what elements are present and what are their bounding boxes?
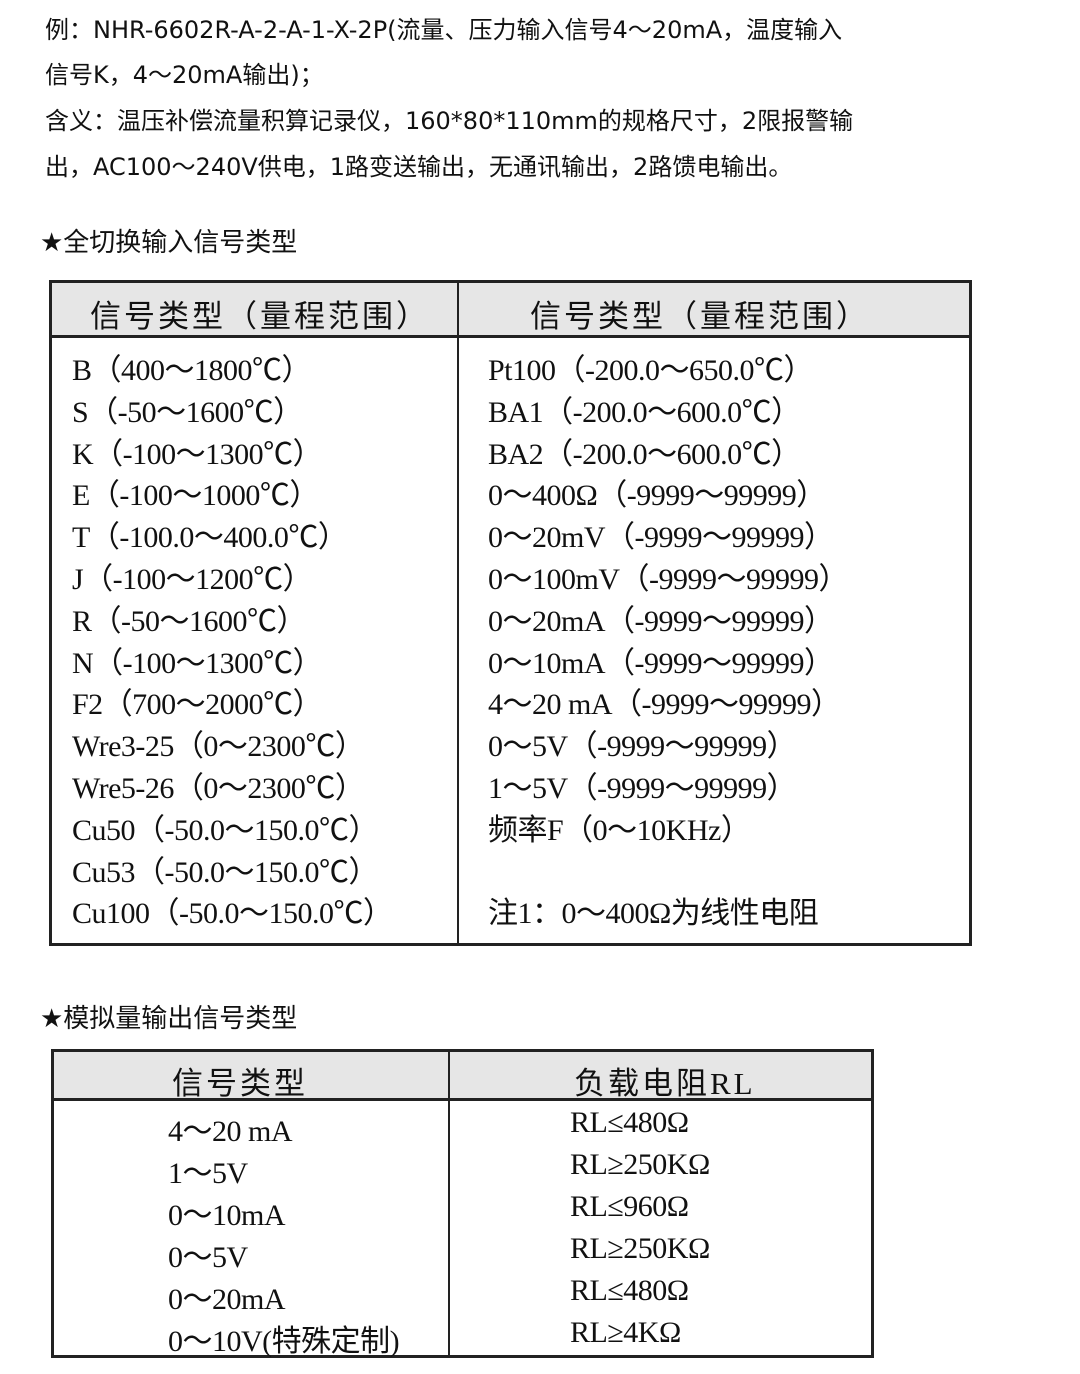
table-cell: 0～10mA（-9999～99999） xyxy=(488,646,834,680)
table-cell: K（-100～1300℃） xyxy=(72,437,323,471)
header-cell: 负载电阻RL xyxy=(574,1066,756,1101)
table-cell: T（-100.0～400.0℃） xyxy=(72,521,348,555)
table-cell: Wre5-26（0～2300℃） xyxy=(72,772,365,805)
header-cell: 信号类型（量程范围） xyxy=(530,299,870,334)
table-cell: 0～400Ω（-9999～99999） xyxy=(488,479,826,513)
intro-line: 信号K，4～20mA输出)； xyxy=(45,61,324,89)
table-cell: N（-100～1300℃） xyxy=(72,646,323,680)
table-cell: BA2（-200.0～600.0℃） xyxy=(488,437,801,471)
table-cell: Cu53（-50.0～150.0℃） xyxy=(72,855,379,889)
table-cell: 0～100mV（-9999～99999） xyxy=(488,563,849,596)
table-cell: RL≥250KΩ xyxy=(570,1148,710,1181)
table-cell: Cu100（-50.0～150.0℃） xyxy=(72,897,393,931)
table-cell: 4～20 mA xyxy=(168,1115,293,1148)
table-cell: RL≥4KΩ xyxy=(570,1316,681,1349)
table-cell: 0～5V（-9999～99999） xyxy=(488,730,797,764)
header-cell: 信号类型（量程范围） xyxy=(90,299,430,334)
table-header xyxy=(52,283,969,338)
table-cell: 1～5V xyxy=(168,1157,248,1190)
table-cell: 0～20mV（-9999～99999） xyxy=(488,521,834,555)
table-cell: Pt100（-200.0～650.0℃） xyxy=(488,354,814,387)
table-cell: 0～10mA xyxy=(168,1199,286,1232)
table-cell: 1～5V（-9999～99999） xyxy=(488,772,797,805)
table-cell: F2（700～2000℃） xyxy=(72,688,323,722)
table-cell: 0～20mA xyxy=(168,1283,286,1316)
intro-line: 出，AC100～240V供电，1路变送输出，无通讯输出，2路馈电输出。 xyxy=(45,153,793,181)
intro-line: 例：NHR-6602R-A-2-A-1-X-2P(流量、压力输入信号4～20mA… xyxy=(45,16,843,44)
table-cell: 0～20mA（-9999～99999） xyxy=(488,604,834,638)
table-cell: RL≥250KΩ xyxy=(570,1232,710,1265)
column-divider xyxy=(448,1052,450,1355)
output-signal-table: 信号类型 负载电阻RL 4～20 mA RL≤480Ω 1～5V RL≥250KΩ 0～… xyxy=(51,1049,874,1358)
table-cell: B（400～1800℃） xyxy=(72,354,312,387)
section-title: ★全切换输入信号类型 xyxy=(40,228,298,258)
table-cell: R（-50～1600℃） xyxy=(72,604,307,638)
table-cell: Wre3-25（0～2300℃） xyxy=(72,730,365,764)
intro-line: 含义：温压补偿流量积算记录仪，160*80*110mm的规格尺寸，2限报警输 xyxy=(45,107,854,135)
table-cell: Cu50（-50.0～150.0℃） xyxy=(72,813,379,847)
table-cell: S（-50～1600℃） xyxy=(72,395,303,429)
table-cell: 频率F（0～10KHz） xyxy=(488,813,751,847)
table-cell: J（-100～1200℃） xyxy=(72,563,313,596)
table-cell: 注1：0～400Ω为线性电阻 xyxy=(488,897,819,931)
table-header xyxy=(54,1052,871,1101)
column-divider xyxy=(457,283,459,943)
table-cell: 0～10V(特殊定制) xyxy=(168,1325,400,1358)
section-title: ★模拟量输出信号类型 xyxy=(40,1004,298,1034)
input-signal-table: 信号类型（量程范围） 信号类型（量程范围） B（400～1800℃） Pt100（… xyxy=(49,280,972,946)
table-cell: BA1（-200.0～600.0℃） xyxy=(488,395,801,429)
table-cell: 0～5V xyxy=(168,1241,248,1274)
table-cell: 4～20 mA（-9999～99999） xyxy=(488,688,841,722)
table-cell: RL≤480Ω xyxy=(570,1106,689,1139)
table-cell: RL≤960Ω xyxy=(570,1190,689,1223)
header-cell: 信号类型 xyxy=(172,1066,308,1101)
table-cell: RL≤480Ω xyxy=(570,1274,689,1307)
table-cell: E（-100～1000℃） xyxy=(72,479,319,513)
